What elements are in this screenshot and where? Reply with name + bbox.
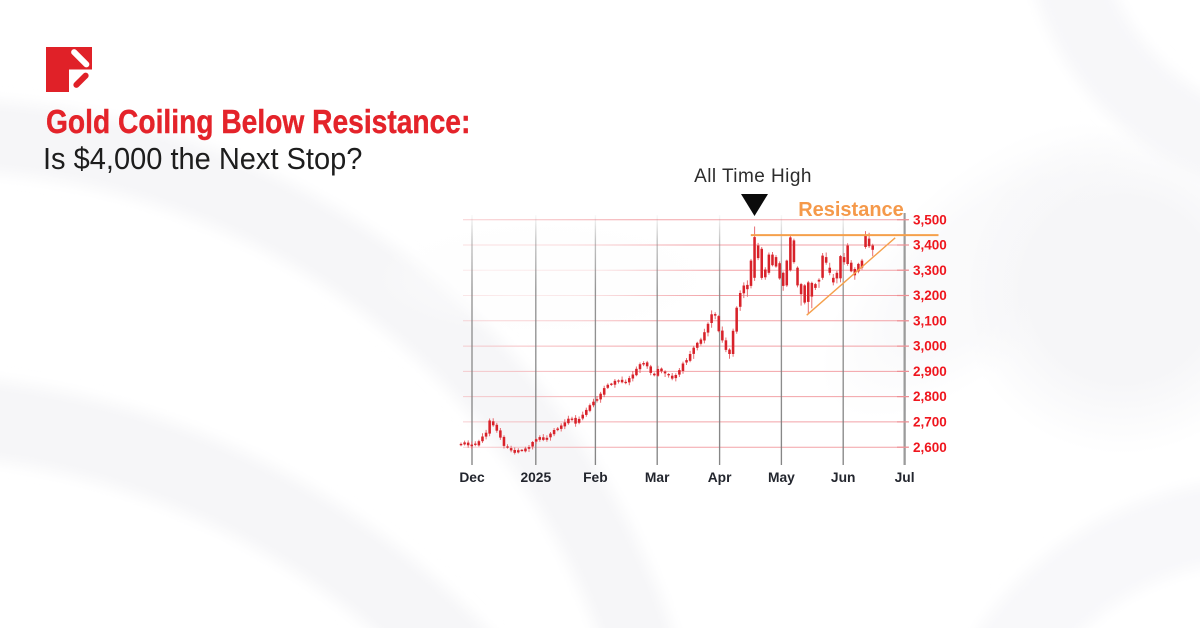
svg-text:Jun: Jun [831, 470, 856, 485]
svg-text:Apr: Apr [708, 470, 732, 485]
svg-text:3,400: 3,400 [913, 238, 947, 253]
svg-text:3,500: 3,500 [913, 212, 947, 227]
svg-text:2,800: 2,800 [913, 389, 947, 404]
svg-text:All Time High: All Time High [694, 166, 812, 187]
svg-text:Jul: Jul [895, 470, 915, 485]
svg-text:Resistance: Resistance [798, 199, 904, 221]
svg-text:3,200: 3,200 [913, 288, 947, 303]
svg-text:2,900: 2,900 [913, 364, 947, 379]
svg-text:Dec: Dec [459, 470, 485, 485]
svg-text:3,000: 3,000 [913, 339, 947, 354]
svg-text:Feb: Feb [583, 470, 608, 485]
svg-text:2,600: 2,600 [913, 440, 947, 455]
svg-text:3,100: 3,100 [913, 313, 947, 328]
svg-text:Mar: Mar [645, 470, 670, 485]
svg-text:2025: 2025 [520, 470, 551, 485]
svg-text:May: May [768, 470, 795, 485]
svg-text:3,300: 3,300 [913, 263, 947, 278]
svg-text:2,700: 2,700 [913, 415, 947, 430]
